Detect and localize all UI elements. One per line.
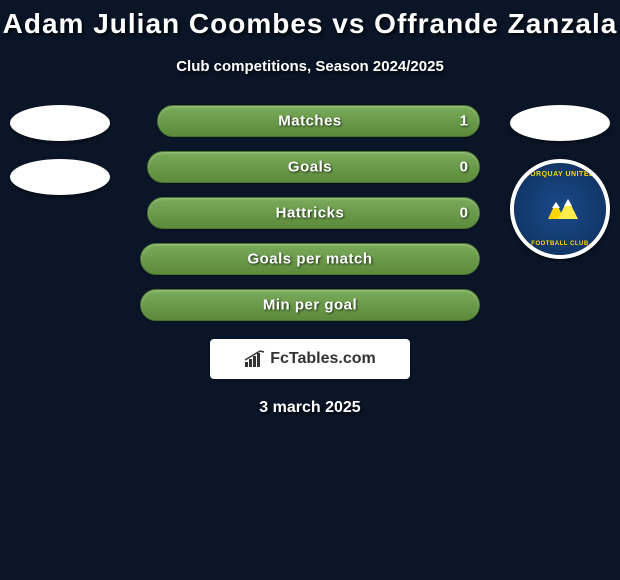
- player-portrait-placeholder: [10, 159, 110, 195]
- stat-value-right: 0: [460, 205, 468, 222]
- club-badge-inner: TORQUAY UNITED FOOTBALL CLUB: [514, 163, 606, 255]
- club-badge-torquay: TORQUAY UNITED FOOTBALL CLUB: [510, 159, 610, 259]
- stat-label: Hattricks: [140, 205, 480, 222]
- left-player-column: [10, 105, 110, 213]
- badge-text-bottom: FOOTBALL CLUB: [531, 241, 588, 247]
- stat-row: Matches1: [140, 105, 480, 137]
- stats-container: Matches1Goals0Hattricks0Goals per matchM…: [140, 105, 480, 321]
- page-title: Adam Julian Coombes vs Offrande Zanzala: [0, 8, 620, 40]
- header: Adam Julian Coombes vs Offrande Zanzala …: [0, 0, 620, 75]
- date: 3 march 2025: [0, 399, 620, 417]
- stat-label: Matches: [140, 113, 480, 130]
- player-portrait-placeholder: [10, 105, 110, 141]
- brand-box[interactable]: FcTables.com: [210, 339, 410, 379]
- stat-row: Goals0: [140, 151, 480, 183]
- player-portrait-placeholder: [510, 105, 610, 141]
- stat-row: Min per goal: [140, 289, 480, 321]
- stat-label: Goals: [140, 159, 480, 176]
- stat-row: Goals per match: [140, 243, 480, 275]
- subtitle: Club competitions, Season 2024/2025: [0, 58, 620, 75]
- badge-text-top: TORQUAY UNITED: [525, 171, 594, 178]
- stat-row: Hattricks0: [140, 197, 480, 229]
- comparison-content: TORQUAY UNITED FOOTBALL CLUB Matches1 Goa…: [0, 105, 620, 417]
- stat-label: Goals per match: [140, 251, 480, 268]
- brand-text: FcTables.com: [270, 350, 376, 368]
- right-player-column: TORQUAY UNITED FOOTBALL CLUB: [510, 105, 610, 259]
- stat-value-right: 0: [460, 159, 468, 176]
- stat-label: Min per goal: [140, 297, 480, 314]
- mountain-icon: [538, 194, 583, 224]
- chart-icon: [244, 350, 266, 368]
- stat-value-right: 1: [460, 113, 468, 130]
